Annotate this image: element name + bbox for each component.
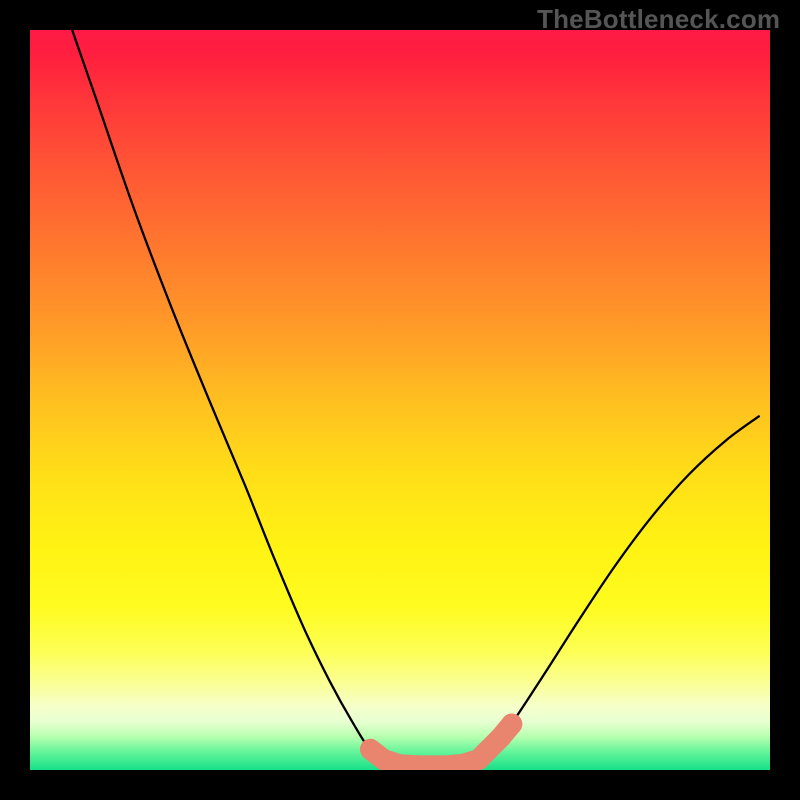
chart-svg	[0, 0, 800, 800]
marker-dot	[501, 714, 522, 735]
frame: TheBottleneck.com	[0, 0, 800, 800]
v-curve	[67, 15, 759, 766]
